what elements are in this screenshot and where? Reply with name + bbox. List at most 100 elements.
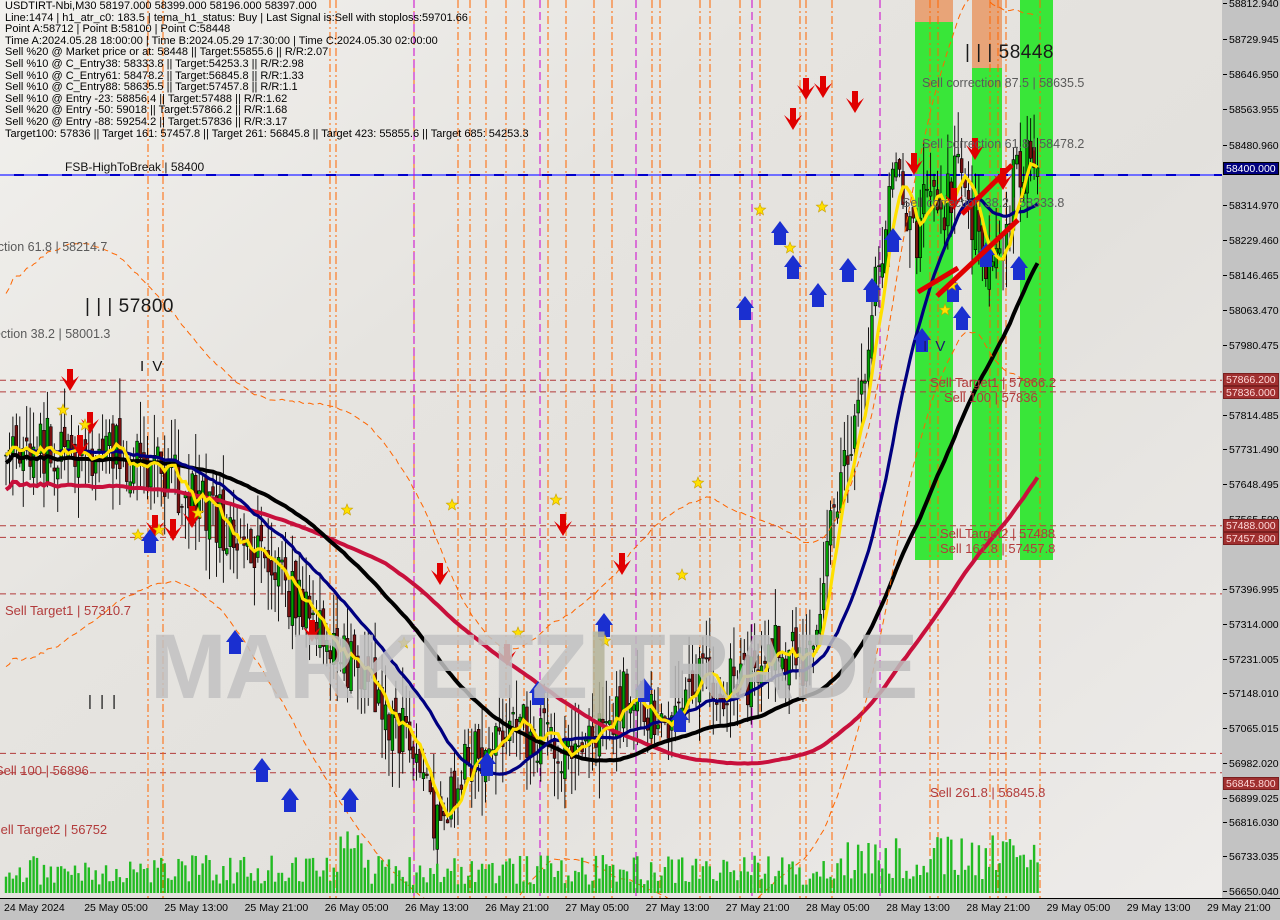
header-line-7: Sell %10 @ C_Entry88: 58635.5 || Target:…: [5, 81, 298, 94]
price-tick-label: 57065.015: [1229, 723, 1279, 735]
price-tick: 58480.960: [1222, 140, 1280, 152]
price-tick-label: 56733.035: [1229, 851, 1279, 863]
price-tick: 58314.970: [1222, 200, 1280, 212]
time-scale[interactable]: 24 May 2024 25 May 05:00 25 May 13:00 25 Ma…: [0, 899, 1280, 920]
buy-arrow-icon: [141, 529, 159, 553]
sell-arrow-icon: [431, 563, 449, 585]
buy-arrow-icon: [736, 296, 754, 320]
price-tick-label: 56650.040: [1229, 886, 1279, 898]
header-line-1: Line:1474 | h1_atr_c0: 183.5 | tema_h1_s…: [5, 11, 468, 24]
star-marker-icon: [131, 528, 145, 541]
tick-mark: [1223, 39, 1227, 40]
price-tick: 57231.005: [1222, 654, 1280, 666]
tick-mark: [1223, 659, 1227, 660]
tick-mark: [1223, 856, 1227, 857]
header-line-3: Time A:2024.05.28 18:00:00 | Time B:2024…: [5, 34, 438, 47]
price-tick-label: 57648.495: [1229, 479, 1279, 491]
wave-marker-1: | | | 57800: [85, 296, 174, 317]
price-tick: 56733.035: [1222, 851, 1280, 863]
time-tick-label: 24 May 2024: [4, 902, 65, 914]
price-tick-label: 56899.025: [1229, 793, 1279, 805]
price-tick-label: 57814.485: [1229, 410, 1279, 422]
price-tick: 58812.940: [1222, 0, 1280, 10]
price-tick: 57814.485: [1222, 410, 1280, 422]
time-tick-label: 28 May 05:00: [806, 902, 870, 914]
annotation-sell-100-lower: Sell 100 | 56896: [0, 763, 89, 778]
price-tick-label: 58063.470: [1229, 305, 1279, 317]
annotation-sell-correction-618-lower: Sell correction 61.8 | 58214.7: [0, 240, 108, 254]
price-label-alert[interactable]: 57457.800: [1223, 532, 1279, 545]
envelope-lower: [5, 331, 1038, 898]
annotation-sell-target2-lower: Sell Target2 | 56752: [0, 822, 108, 837]
tick-mark: [1223, 693, 1227, 694]
star-marker-icon: [511, 626, 525, 639]
star-marker-icon: [815, 200, 829, 213]
price-scale[interactable]: 58812.940 58729.945 58646.950 58563.955 5848…: [1222, 0, 1280, 918]
price-label-alert[interactable]: 57866.200: [1223, 373, 1279, 386]
annotation-sell-correction-618: Sell correction 61.8 | 58478.2: [922, 137, 1085, 151]
wave-marker-2: I V: [923, 338, 948, 355]
wave-marker-4: | | |: [88, 693, 119, 710]
buy-arrow-icon: [226, 630, 244, 654]
star-marker-icon: [191, 506, 205, 519]
price-label-current[interactable]: 58400.000: [1223, 162, 1279, 175]
buy-arrow-icon: [913, 328, 931, 352]
header-line-11: Target100: 57836 || Target 161: 57457.8 …: [5, 127, 529, 140]
price-tick-label: 58646.950: [1229, 69, 1279, 81]
price-label-alert[interactable]: 57836.000: [1223, 386, 1279, 399]
annotation-sell-100: Sell 100 | 57836: [944, 390, 1038, 405]
ma-yellow: [5, 161, 1039, 819]
ma-crimson: [4, 476, 1040, 766]
price-tick: 56650.040: [1222, 886, 1280, 898]
price-tick: 57980.475: [1222, 340, 1280, 352]
sell-arrow-icon: [183, 506, 201, 528]
time-tick-label: 29 May 05:00: [1046, 902, 1111, 914]
buy-arrow-icon: [671, 708, 689, 732]
sell-arrow-icon: [146, 515, 164, 537]
tick-mark: [1223, 624, 1227, 625]
star-marker-icon: [78, 418, 92, 431]
tick-mark: [1223, 484, 1227, 485]
buy-arrow-icon: [771, 221, 789, 245]
buy-arrow-icon: [863, 278, 881, 302]
tick-mark: [1223, 275, 1227, 276]
time-tick-label: 27 May 21:00: [725, 902, 790, 914]
price-tick: 57731.490: [1222, 444, 1280, 456]
sell-arrow-icon: [71, 435, 89, 457]
star-marker-icon: [56, 403, 70, 416]
buy-arrow-icon: [478, 752, 496, 776]
buy-arrow-icon: [953, 306, 971, 330]
price-tick: 58229.460: [1222, 235, 1280, 247]
price-tick-label: 58229.460: [1229, 235, 1279, 247]
price-tick: 58646.950: [1222, 69, 1280, 81]
price-tick-label: 57980.475: [1229, 340, 1279, 352]
price-tick-label: 57731.490: [1229, 444, 1279, 456]
sell-arrow-icon: [61, 369, 79, 391]
price-label-alert[interactable]: 57488.000: [1223, 519, 1279, 532]
time-tick-label: 28 May 13:00: [886, 902, 950, 914]
price-tick-label: 58480.960: [1229, 140, 1279, 152]
tick-mark: [1223, 109, 1227, 110]
price-label-alert[interactable]: 56845.800: [1223, 777, 1279, 790]
price-tick: 56899.025: [1222, 793, 1280, 805]
tick-mark: [1223, 589, 1227, 590]
price-tick-label: 58812.940: [1229, 0, 1279, 10]
sell-arrow-icon: [814, 76, 832, 98]
tick-mark: [1223, 415, 1227, 416]
tick-mark: [1223, 891, 1227, 892]
sell-arrow-icon: [613, 553, 631, 575]
ma-black: [4, 262, 1040, 763]
price-tick: 58563.955: [1222, 104, 1280, 116]
sell-arrow-icon: [846, 91, 864, 113]
highlight-zone: [972, 0, 1002, 68]
time-tick-label: 25 May 21:00: [244, 902, 309, 914]
buy-arrow-icon: [1010, 256, 1028, 280]
header-line-9: Sell %20 @ Entry -50: 59018 || Target:57…: [5, 104, 288, 117]
price-tick: 57396.995: [1222, 584, 1280, 596]
time-tick-label: 28 May 21:00: [966, 902, 1031, 914]
buy-arrow-icon: [884, 228, 902, 252]
price-tick: 58146.465: [1222, 270, 1280, 282]
highlight-zone: [1020, 0, 1053, 560]
tick-mark: [1223, 345, 1227, 346]
annotation-sell-2618: Sell 261.8 | 56845.8: [930, 785, 1046, 800]
